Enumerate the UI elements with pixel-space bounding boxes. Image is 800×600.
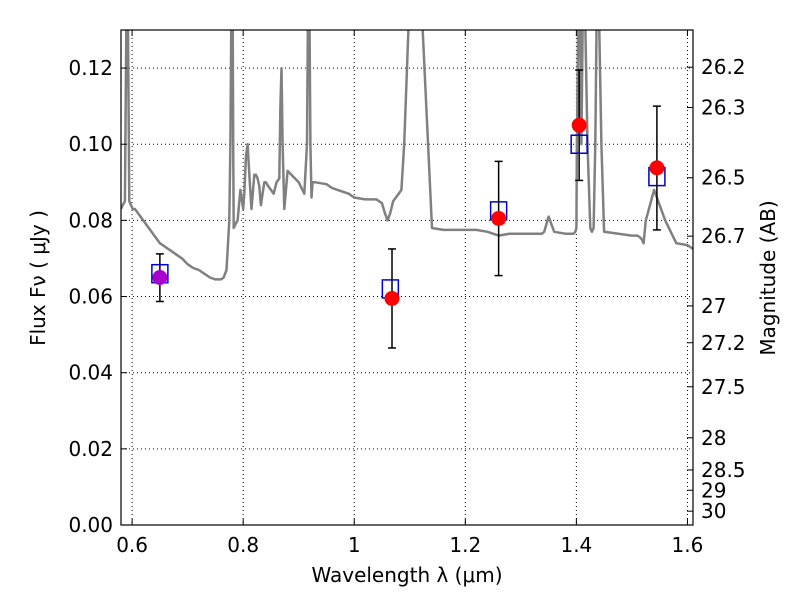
x-tick-label: 1.6: [672, 533, 704, 557]
x-axis-label: Wavelength λ (μm): [311, 563, 502, 587]
flux-point: [491, 210, 507, 226]
right-tick-label: 27.5: [701, 375, 746, 399]
right-tick-label: 27.2: [701, 331, 746, 355]
flux-point: [571, 117, 587, 133]
flux-point: [152, 270, 168, 285]
right-tick-label: 26.5: [701, 166, 746, 190]
right-tick-label: 26.3: [701, 95, 746, 119]
x-tick-label: 0.6: [116, 533, 148, 557]
right-axis-label: Magnitude (AB): [756, 200, 780, 355]
right-tick-label: 27: [701, 294, 726, 318]
y-tick-label: 0.06: [68, 285, 113, 309]
model-spectrum-layer: [121, 30, 693, 281]
right-tick-label: 26.7: [701, 224, 746, 248]
x-tick-label: 1: [348, 533, 361, 557]
y-tick-label: 0.10: [68, 132, 113, 156]
model-square-marker: [570, 134, 588, 154]
plot-frame: [120, 29, 694, 526]
observed-flux-points: [152, 117, 665, 306]
right-tick-label: 28.5: [701, 458, 746, 482]
x-tick-label: 1.4: [560, 533, 592, 557]
x-tick-label: 0.8: [227, 533, 259, 557]
model-spectrum-line: [121, 30, 693, 281]
y-tick-label: 0.00: [68, 513, 113, 537]
y-tick-label: 0.02: [68, 437, 113, 461]
flux-point: [384, 290, 400, 306]
x-tick-label: 1.2: [449, 533, 481, 557]
y-axis-ticks: 0.00 0.02 0.04 0.06 0.08 0.10 0.12: [68, 56, 127, 537]
right-tick-label: 30: [701, 499, 726, 523]
y-axis-label: Flux Fν ( μJy ): [26, 210, 50, 346]
y-tick-label: 0.12: [68, 56, 113, 80]
y-tick-label: 0.04: [68, 361, 113, 385]
right-tick-label: 29: [701, 478, 726, 502]
right-tick-label: 26.2: [701, 55, 746, 79]
y-tick-label: 0.08: [68, 208, 113, 232]
right-tick-label: 28: [701, 426, 726, 450]
x-axis-ticks: 0.6 0.8 1 1.2 1.4 1.6: [116, 30, 703, 557]
flux-point: [649, 160, 665, 176]
